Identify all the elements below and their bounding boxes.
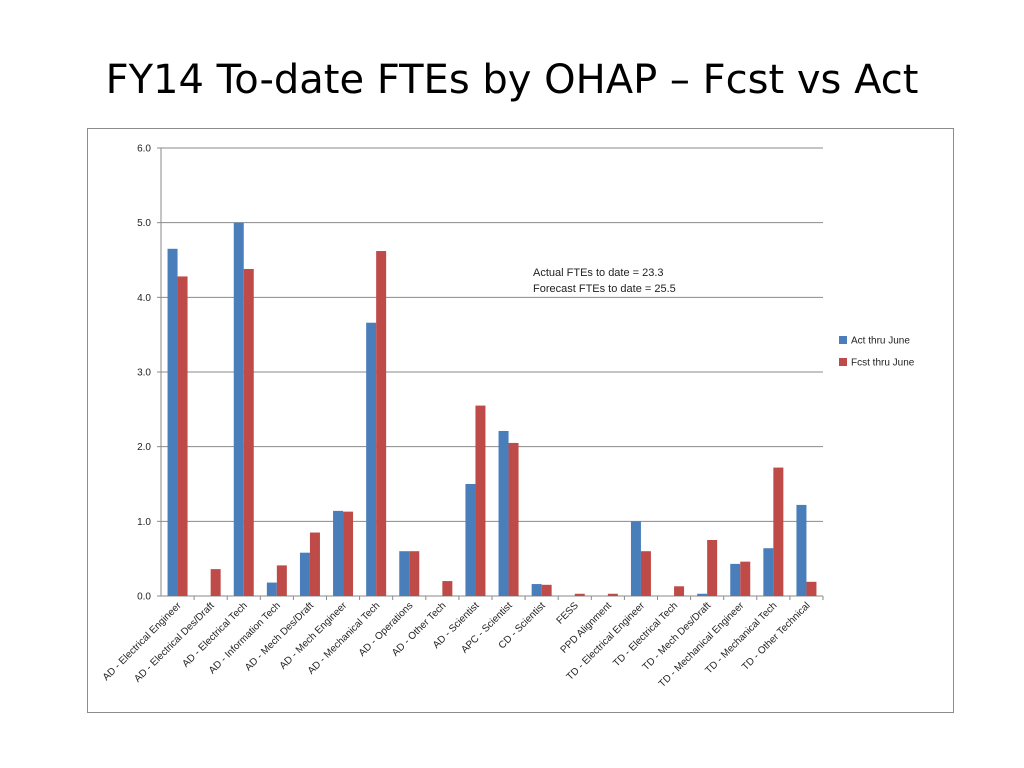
bar-fcst — [376, 251, 387, 596]
bar-fcst — [707, 540, 718, 596]
y-tick-label: 5.0 — [137, 218, 151, 229]
bar-fcst — [541, 584, 552, 596]
bar-fcst — [508, 442, 519, 596]
bar-act — [299, 552, 310, 596]
legend-label: Fcst thru June — [851, 358, 915, 369]
bar-act — [796, 504, 807, 596]
bar-act — [531, 584, 542, 596]
bar-act — [763, 548, 774, 596]
bar-fcst — [607, 593, 618, 596]
bar-fcst — [806, 581, 817, 596]
bar-fcst — [574, 593, 585, 596]
y-tick-label: 3.0 — [137, 368, 151, 379]
y-tick-label: 6.0 — [137, 144, 151, 155]
category-label: FESS — [555, 600, 581, 626]
bar-fcst — [475, 405, 486, 596]
bar-act — [465, 484, 476, 596]
bar-fcst — [243, 268, 254, 596]
bar-fcst — [640, 551, 651, 596]
legend-swatch — [839, 358, 847, 366]
bar-fcst — [409, 551, 420, 596]
bar-act — [167, 248, 178, 597]
bar-fcst — [442, 581, 453, 596]
bar-fcst — [210, 569, 221, 596]
bar-chart: 0.01.02.03.04.05.06.0AD - Electrical Eng… — [101, 144, 915, 690]
y-tick-label: 4.0 — [137, 293, 151, 304]
bar-fcst — [309, 532, 320, 596]
annotation-text: Forecast FTEs to date = 25.5 — [533, 283, 676, 295]
chart-frame: 0.0 1.0 2.0 3.0 4.0 5.0 6.0 AD - Electrical Eng… — [87, 128, 954, 713]
bar-act — [399, 551, 410, 596]
bar-fcst — [276, 565, 287, 596]
bar-fcst — [343, 511, 354, 596]
legend-label: Act thru June — [851, 336, 910, 347]
bar-act — [333, 510, 344, 596]
y-tick-label: 2.0 — [137, 442, 151, 453]
bar-fcst — [740, 561, 751, 596]
annotation-text: Actual FTEs to date = 23.3 — [533, 267, 664, 279]
bar-fcst — [773, 467, 784, 596]
y-tick-label: 1.0 — [137, 517, 151, 528]
bar-act — [730, 563, 741, 596]
bar-fcst — [674, 586, 685, 596]
legend-swatch — [839, 336, 847, 344]
bar-act — [498, 430, 509, 596]
bar-act — [630, 521, 641, 596]
y-tick-label: 0.0 — [137, 592, 151, 603]
bar-act — [366, 322, 377, 596]
bar-act — [233, 222, 244, 596]
bar-act — [697, 593, 708, 596]
slide-title: FY14 To-date FTEs by OHAP – Fcst vs Act — [105, 57, 919, 103]
bar-act — [266, 582, 277, 596]
bar-fcst — [177, 276, 188, 596]
